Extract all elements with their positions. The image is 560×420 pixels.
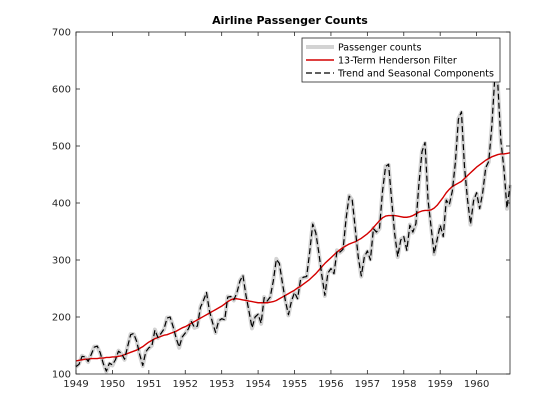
x-tick-label: 1960 <box>464 379 489 390</box>
y-axis: 100 200 300 400 500 600 700 <box>52 28 510 381</box>
x-tick-label: 1953 <box>209 379 234 390</box>
series-line-3 <box>75 76 511 372</box>
series-line-2 <box>75 152 511 362</box>
y-tick-label: 300 <box>52 256 71 267</box>
y-tick-label: 700 <box>52 28 71 39</box>
x-axis: 1949 1950 1951 1952 1953 1954 1955 1956 1957 1958… <box>63 32 489 390</box>
y-tick-label: 200 <box>52 313 71 324</box>
y-tick-label: 500 <box>52 142 71 153</box>
series-layer <box>74 74 512 374</box>
x-tick-label: 1957 <box>355 379 380 390</box>
x-tick-label: 1959 <box>427 379 452 390</box>
legend: Passenger counts 13-Term Henderson Filter… <box>301 37 501 83</box>
x-tick-label: 1958 <box>391 379 416 390</box>
plot-area <box>76 32 510 374</box>
legend-label: 13-Term Henderson Filter <box>338 56 457 67</box>
x-tick-label: 1956 <box>318 379 343 390</box>
x-tick-label: 1952 <box>173 379 198 390</box>
x-tick-label: 1949 <box>63 379 88 390</box>
chart-title: Airline Passenger Counts <box>212 14 368 27</box>
x-tick-label: 1954 <box>245 379 270 390</box>
legend-label: Passenger counts <box>338 43 421 54</box>
x-tick-label: 1950 <box>100 379 125 390</box>
y-tick-label: 600 <box>52 85 71 96</box>
x-tick-label: 1955 <box>282 379 307 390</box>
x-tick-label: 1951 <box>136 379 161 390</box>
legend-label: Trend and Seasonal Components <box>337 69 494 80</box>
y-tick-label: 400 <box>52 199 71 210</box>
y-tick-label: 100 <box>52 370 71 381</box>
legend-box <box>301 37 501 83</box>
